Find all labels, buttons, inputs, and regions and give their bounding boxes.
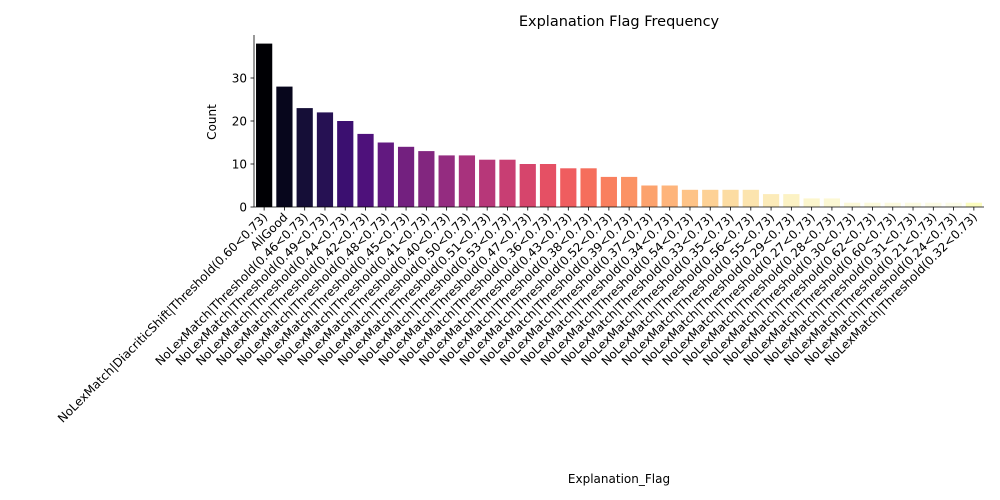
bar-22	[702, 189, 719, 207]
chart-title: Explanation Flag Frequency	[519, 14, 720, 30]
bar-27	[803, 198, 820, 207]
bar-10	[458, 155, 476, 207]
bar-17	[600, 176, 617, 207]
bar-11	[479, 159, 496, 207]
bar-14	[539, 164, 557, 207]
y-axis-label: Count	[205, 104, 219, 140]
bar-25	[762, 194, 780, 207]
bar-32	[904, 202, 922, 207]
bar-24	[742, 189, 759, 207]
bars-group	[256, 43, 982, 207]
bar-0	[256, 43, 273, 207]
bar-34	[945, 202, 962, 207]
bar-23	[722, 189, 739, 207]
bar-20	[661, 185, 678, 207]
bar-19	[641, 185, 658, 207]
bar-33	[925, 202, 942, 207]
bar-7	[397, 146, 415, 207]
bar-26	[783, 194, 800, 207]
bar-29	[844, 202, 861, 207]
bar-15	[560, 168, 577, 207]
bar-4	[337, 121, 354, 207]
y-tick-label: 30	[232, 72, 247, 86]
bar-35	[965, 202, 982, 207]
bar-5	[357, 133, 374, 207]
bar-31	[884, 202, 901, 207]
x-axis: NoLexMatch|DiacriticShift|Threshold(0.60…	[55, 207, 980, 426]
y-tick-label: 0	[239, 201, 247, 215]
bar-28	[823, 198, 841, 207]
bar-6	[377, 142, 394, 207]
axes-frame	[253, 35, 984, 208]
bar-21	[681, 189, 699, 207]
bar-3	[316, 112, 334, 207]
x-axis-label: Explanation_Flag	[568, 472, 670, 486]
bar-12	[499, 159, 516, 207]
bar-1	[276, 86, 293, 207]
y-axis: 0 10 20 30	[232, 72, 254, 215]
bar-8	[418, 151, 435, 207]
bar-30	[864, 202, 881, 207]
bar-18	[621, 176, 638, 207]
y-tick-label: 10	[232, 158, 247, 172]
bar-16	[580, 168, 597, 207]
bar-9	[438, 155, 455, 207]
y-tick-label: 20	[232, 115, 247, 129]
bar-13	[519, 164, 536, 207]
bar-2	[296, 108, 313, 207]
